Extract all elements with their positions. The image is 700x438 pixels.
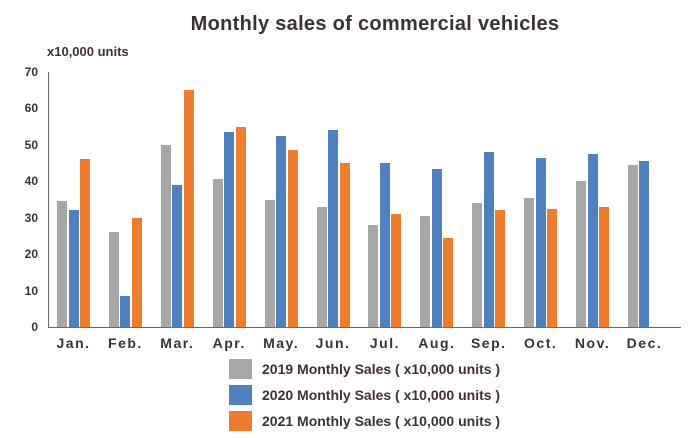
bar: [547, 208, 558, 327]
legend-swatch: [229, 358, 252, 379]
bar: [276, 135, 287, 327]
bar-group: Aug.: [418, 72, 454, 351]
x-tick-label: Feb.: [108, 335, 143, 351]
legend-swatch: [229, 384, 252, 405]
bar: [391, 214, 402, 327]
bar: [483, 152, 494, 327]
bar: [472, 203, 483, 327]
bar: [108, 232, 119, 327]
bar: [495, 210, 506, 327]
chart-title: Monthly sales of commercial vehicles: [190, 13, 560, 35]
legend-item: 2019 Monthly Sales ( x10,000 units ): [229, 358, 500, 379]
y-axis-unit-label: x10,000 units: [47, 44, 129, 59]
bar: [627, 164, 638, 327]
y-tick-label: 20: [24, 247, 38, 262]
bar-group: Jul.: [368, 72, 402, 351]
legend-swatch: [229, 410, 252, 431]
bar: [576, 181, 587, 327]
x-tick-label: Nov.: [574, 335, 611, 351]
y-tick-label: 60: [24, 101, 38, 116]
bar: [535, 157, 546, 327]
bar: [328, 130, 339, 327]
y-tick-label: 40: [24, 174, 38, 189]
y-tick-label: 30: [24, 210, 38, 225]
bar-group: Jan.: [56, 72, 90, 351]
plot-area: Jan. Feb. Mar. Apr. May. Jun. Jul. Aug. Sep. Oct.…: [48, 72, 681, 351]
bar-group: Mar.: [160, 72, 194, 351]
bar-group: Feb.: [108, 72, 142, 351]
bar-group: Apr.: [212, 72, 246, 351]
bar: [68, 210, 79, 327]
x-tick-label: Aug.: [418, 335, 456, 351]
legend: 2019 Monthly Sales ( x10,000 units ) 2020…: [229, 358, 500, 436]
x-tick-label: Jan.: [56, 335, 91, 351]
bar: [235, 126, 246, 327]
bar: [287, 150, 298, 327]
bar: [431, 168, 442, 327]
bar: [316, 206, 327, 327]
x-tick-label: Jun.: [315, 335, 351, 351]
bar-group: May.: [263, 72, 298, 351]
bar: [368, 225, 379, 327]
bar: [172, 184, 183, 327]
legend-item: 2021 Monthly Sales ( x10,000 units ): [229, 410, 500, 431]
bar: [183, 90, 194, 327]
bar-group: Sep.: [471, 72, 506, 351]
bar: [57, 201, 67, 327]
bar: [379, 163, 390, 327]
bar: [264, 199, 275, 327]
y-tick-label: 10: [24, 283, 38, 298]
bar: [131, 217, 142, 327]
bar: [120, 296, 131, 327]
legend-item: 2020 Monthly Sales ( x10,000 units ): [229, 384, 500, 405]
bar-group: Jun.: [316, 72, 350, 351]
legend-label: 2020 Monthly Sales ( x10,000 units ): [262, 386, 501, 403]
bar-group: Oct.: [524, 72, 558, 351]
bar-group: Dec.: [627, 72, 661, 351]
y-tick-label: 70: [24, 65, 38, 79]
bar: [639, 161, 650, 327]
x-tick-label: Jul.: [369, 335, 400, 351]
x-tick-label: Mar.: [160, 335, 195, 351]
x-tick-label: Oct.: [524, 335, 558, 351]
bar: [599, 206, 610, 327]
x-tick-label: Apr.: [212, 335, 246, 351]
bar: [160, 144, 171, 327]
bar: [587, 153, 598, 327]
y-tick-label: 50: [24, 137, 38, 152]
bar: [224, 132, 235, 327]
legend-label: 2021 Monthly Sales ( x10,000 units ): [262, 412, 501, 429]
bar: [420, 215, 431, 327]
bar: [339, 163, 350, 327]
bar: [80, 159, 90, 327]
x-tick-label: Sep.: [470, 335, 507, 351]
y-tick-label: 0: [31, 320, 38, 334]
x-tick-label: May.: [263, 335, 300, 351]
x-tick-label: Dec.: [626, 335, 663, 351]
legend-label: 2019 Monthly Sales ( x10,000 units ): [262, 360, 501, 377]
bar: [443, 237, 454, 327]
bar: [212, 179, 223, 327]
bar-group: Nov.: [575, 72, 610, 351]
bar: [524, 197, 535, 327]
y-axis-ticks: 0 10 20 30 40 50 60 70: [0, 66, 44, 333]
